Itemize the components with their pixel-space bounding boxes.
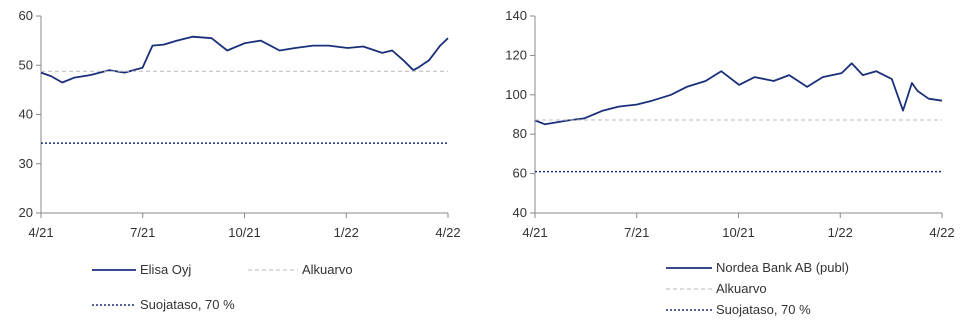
chart-elisa-svg: 20 30 40 50 60 4/21 7/21 10/21 1/22 4/22 Elisa Oyj… [19, 8, 461, 312]
nordea-y-tick-label: 40 [513, 205, 527, 220]
elisa-legend-label-0: Elisa Oyj [140, 262, 191, 277]
nordea-x-tick-label: 7/21 [624, 225, 649, 240]
nordea-y-tick-label: 100 [505, 87, 527, 102]
chart-nordea: 40 60 80 100 120 140 4/21 7/21 10/21 1/22 4/22 Nord… [480, 0, 960, 325]
nordea-x-tick-label: 1/22 [828, 225, 853, 240]
nordea-legend-label-0: Nordea Bank AB (publ) [716, 260, 849, 275]
nordea-x-tick-label: 10/21 [722, 225, 755, 240]
nordea-legend-label-1: Alkuarvo [716, 281, 767, 296]
elisa-x-tick-label: 4/22 [435, 225, 460, 240]
elisa-legend-label-1: Alkuarvo [302, 262, 353, 277]
nordea-series-line-0 [534, 62, 943, 126]
elisa-y-tick-label: 50 [19, 57, 33, 72]
nordea-y-tick-label: 120 [505, 47, 527, 62]
elisa-legend-label-2: Suojataso, 70 % [140, 297, 235, 312]
nordea-legend-label-2: Suojataso, 70 % [716, 302, 811, 317]
elisa-y-tick-label: 20 [19, 205, 33, 220]
elisa-y-tick-label: 60 [19, 8, 33, 23]
elisa-x-tick-label: 10/21 [228, 225, 261, 240]
elisa-y-tick-label: 30 [19, 156, 33, 171]
nordea-x-tick-label: 4/21 [522, 225, 547, 240]
nordea-y-tick-label: 60 [513, 166, 527, 181]
chart-nordea-svg: 40 60 80 100 120 140 4/21 7/21 10/21 1/22 4/22 Nord… [505, 8, 954, 317]
nordea-x-tick-label: 4/22 [929, 225, 954, 240]
nordea-y-tick-label: 140 [505, 8, 527, 23]
elisa-x-tick-label: 1/22 [334, 225, 359, 240]
elisa-x-tick-label: 7/21 [130, 225, 155, 240]
elisa-x-tick-label: 4/21 [28, 225, 53, 240]
elisa-series-line-0 [40, 35, 449, 84]
chart-elisa: 20 30 40 50 60 4/21 7/21 10/21 1/22 4/22 Elisa Oyj… [19, 8, 461, 312]
elisa-y-tick-label: 40 [19, 107, 33, 122]
nordea-y-tick-label: 80 [513, 126, 527, 141]
